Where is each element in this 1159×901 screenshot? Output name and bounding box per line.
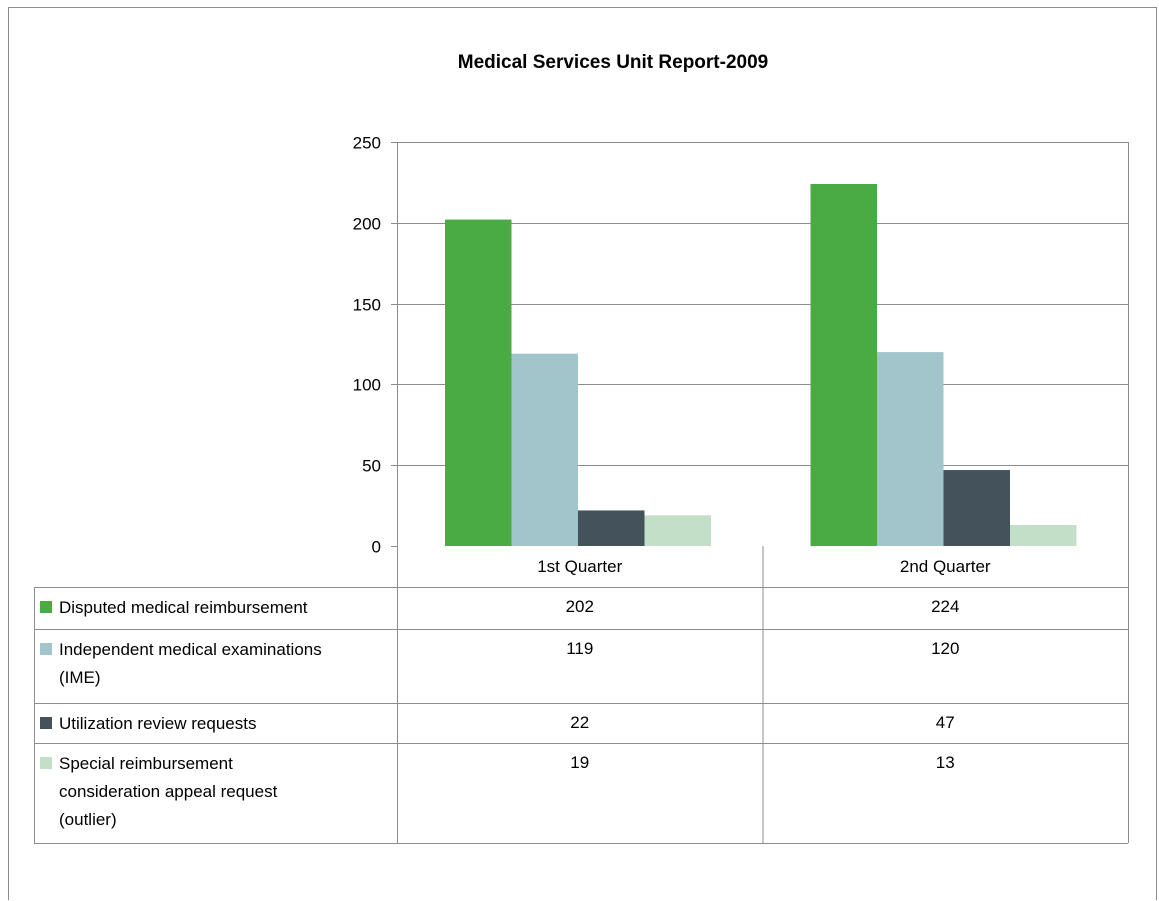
series-label: Utilization review requests xyxy=(59,714,256,733)
y-tick-label: 150 xyxy=(353,296,381,315)
y-tick-label: 200 xyxy=(353,215,381,234)
category-label: 2nd Quarter xyxy=(900,557,991,576)
plot-area xyxy=(397,142,1129,546)
table-value: 22 xyxy=(570,713,589,732)
data-table: 1st Quarter 2nd Quarter Disputed medical r… xyxy=(34,546,1129,844)
bars xyxy=(445,184,1077,547)
bar-2-1 xyxy=(810,184,877,547)
bar-1-1 xyxy=(445,219,512,546)
y-tick-label: 0 xyxy=(372,538,381,557)
legend-swatch xyxy=(40,717,52,729)
chart-frame xyxy=(8,7,1157,900)
table-value: 119 xyxy=(566,639,593,658)
category-label: 1st Quarter xyxy=(537,557,622,576)
bar-1-4 xyxy=(644,515,711,546)
series-label: Independent medical examinations xyxy=(59,640,322,659)
series-label: Special reimbursement xyxy=(59,754,233,773)
y-axis: 0 50 100 150 200 250 xyxy=(353,134,397,557)
y-tick-label: 100 xyxy=(353,376,381,395)
chart-title: Medical Services Unit Report-2009 xyxy=(458,52,768,73)
legend-swatch xyxy=(40,643,52,655)
series-label: (IME) xyxy=(59,668,101,687)
series-label: (outlier) xyxy=(59,810,117,829)
series-label: Disputed medical reimbursement xyxy=(59,598,308,617)
bar-2-2 xyxy=(877,352,944,546)
legend-swatch xyxy=(40,601,52,613)
table-value: 19 xyxy=(570,753,589,772)
legend-swatch xyxy=(40,757,52,769)
y-tick-label: 250 xyxy=(353,134,381,153)
y-tick-label: 50 xyxy=(362,457,381,476)
table-value: 13 xyxy=(936,753,955,772)
table-value: 202 xyxy=(566,597,594,616)
bar-2-3 xyxy=(943,470,1010,546)
bar-1-3 xyxy=(578,510,645,546)
table-value: 47 xyxy=(936,713,955,732)
bar-1-2 xyxy=(511,353,578,546)
table-value: 120 xyxy=(931,639,959,658)
table-value: 224 xyxy=(931,597,959,616)
bar-2-4 xyxy=(1010,524,1077,546)
series-label: consideration appeal request xyxy=(59,782,278,801)
